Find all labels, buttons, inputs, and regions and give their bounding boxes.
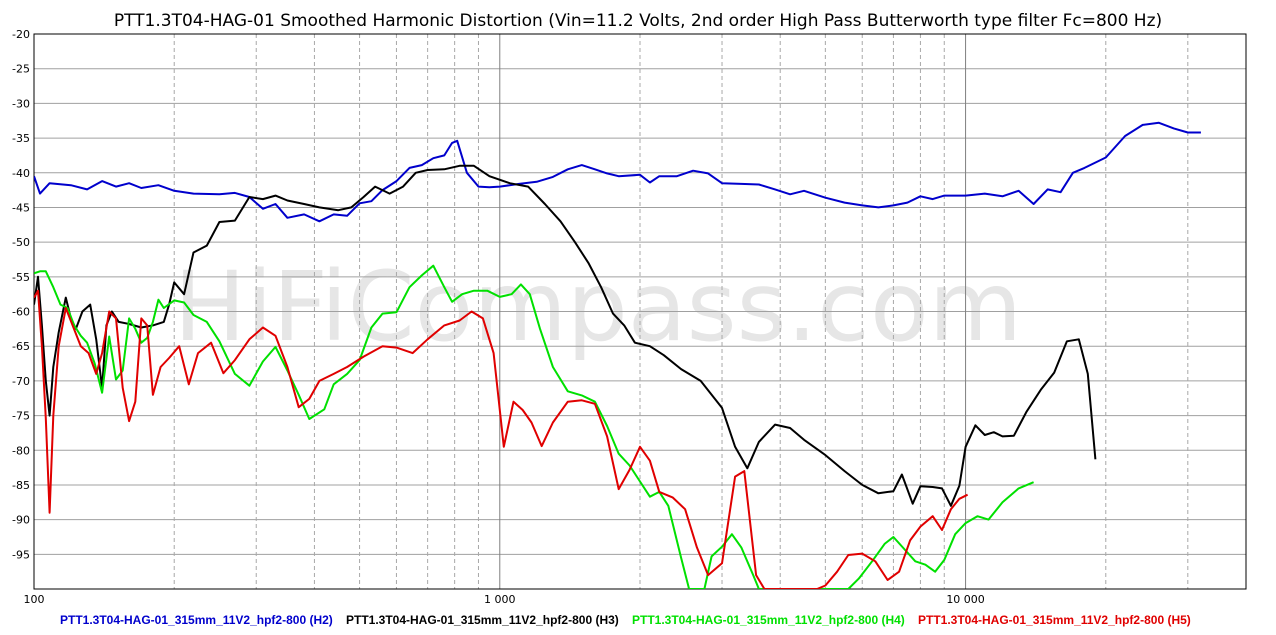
x-tick-label: 1 000	[484, 593, 516, 606]
series-line-h2	[34, 121, 1201, 223]
x-tick-label: 10 000	[946, 593, 985, 606]
y-tick-label: -45	[12, 201, 30, 214]
series-line-h3	[34, 164, 1097, 507]
y-tick-label: -20	[12, 28, 30, 41]
y-tick-label: -65	[12, 340, 30, 353]
y-tick-label: -95	[12, 548, 30, 561]
x-axis-tick-labels: 100 1 000 10 000	[24, 593, 985, 606]
x-tick-label: 100	[24, 593, 45, 606]
legend-entry: PTT1.3T04-HAG-01_315mm_11V2_hpf2-800 (H3…	[346, 613, 619, 627]
y-axis-tick-labels: -20 -25 -30 -35 -40 -45 -50 -55 -60 -65 -70 -75 -80 -…	[12, 28, 30, 561]
watermark: HiFiCompass.com	[174, 251, 1022, 363]
legend-entry: PTT1.3T04-HAG-01_315mm_11V2_hpf2-800 (H5…	[918, 613, 1191, 627]
y-tick-label: -30	[12, 97, 30, 110]
chart-title: PTT1.3T04-HAG-01 Smoothed Harmonic Disto…	[114, 11, 1162, 31]
legend-entry: PTT1.3T04-HAG-01_315mm_11V2_hpf2-800 (H2…	[60, 613, 333, 627]
series-line-h5	[34, 289, 969, 589]
y-tick-label: -85	[12, 479, 30, 492]
y-tick-label: -60	[12, 306, 30, 319]
series-lines	[34, 121, 1201, 589]
y-tick-label: -55	[12, 271, 30, 284]
series-line-h4	[34, 264, 1034, 589]
plot-area-frame	[33, 33, 1247, 590]
y-tick-label: -70	[12, 375, 30, 388]
y-tick-label: -40	[12, 167, 30, 180]
grid	[34, 34, 1246, 589]
y-tick-label: -50	[12, 236, 30, 249]
legend-entry: PTT1.3T04-HAG-01_315mm_11V2_hpf2-800 (H4…	[632, 613, 905, 627]
y-tick-label: -35	[12, 132, 30, 145]
legend: PTT1.3T04-HAG-01_315mm_11V2_hpf2-800 (H2…	[60, 613, 1191, 627]
y-tick-label: -25	[12, 63, 30, 76]
y-tick-label: -75	[12, 410, 30, 423]
y-tick-label: -80	[12, 444, 30, 457]
y-tick-label: -90	[12, 514, 30, 527]
